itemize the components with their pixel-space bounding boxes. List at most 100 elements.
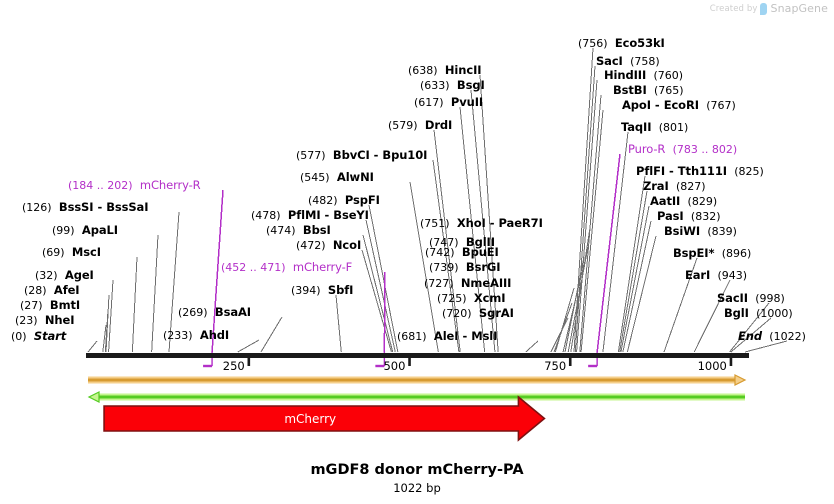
site-label-hindiii[interactable]: HindIII (760) bbox=[604, 69, 683, 83]
site-label-pspfi[interactable]: (482) PspFI bbox=[308, 194, 380, 208]
site-label-ncoi[interactable]: (472) NcoI bbox=[296, 238, 362, 253]
enzyme-name: BstBI bbox=[613, 83, 647, 97]
enzyme-name: MslI bbox=[471, 329, 498, 343]
site-label-nhei[interactable]: (23) NheI bbox=[15, 313, 75, 328]
enzyme-name: DrdI bbox=[424, 118, 453, 132]
enzyme-name: SgrAI bbox=[478, 306, 514, 320]
enzyme-name: BsaAI bbox=[214, 305, 251, 319]
site-label-bsiwi[interactable]: BsiWI (839) bbox=[664, 224, 737, 239]
enzyme-name: PflFI bbox=[636, 164, 666, 178]
site-label-bgli[interactable]: BglI (1000) bbox=[724, 307, 793, 321]
site-label-nmeaiii[interactable]: (727) NmeAIII bbox=[424, 277, 511, 291]
site-label-bbvci-bpu10i[interactable]: (577) BbvCI - Bpu10I bbox=[296, 148, 427, 163]
site-position: (28) bbox=[24, 284, 47, 297]
site-position: (394) bbox=[291, 284, 321, 297]
site-label-pflfi-tth111i[interactable]: PflFI - Tth111I (825) bbox=[636, 164, 764, 179]
site-position: (681) bbox=[397, 330, 427, 343]
site-position: (184 .. 202) bbox=[68, 179, 133, 192]
site-label-apoi-ecori[interactable]: ApoI - EcoRI (767) bbox=[622, 99, 736, 113]
site-label-bspei[interactable]: BspEI* (896) bbox=[673, 247, 751, 261]
enzyme-name: NheI bbox=[44, 313, 75, 327]
enzyme-name: BpuEI bbox=[461, 245, 499, 259]
name-separator: - bbox=[369, 148, 383, 162]
site-position: (0) bbox=[11, 330, 27, 343]
enzyme-name: AlwNI bbox=[336, 170, 374, 184]
site-position: (739) bbox=[429, 261, 459, 274]
enzyme-name: NcoI bbox=[332, 238, 362, 252]
site-label-xcmi[interactable]: (725) XcmI bbox=[437, 291, 506, 306]
site-label-bstbi[interactable]: BstBI (765) bbox=[613, 83, 684, 98]
site-label-mcherry-f[interactable]: (452 .. 471) mCherry-F bbox=[221, 260, 353, 275]
axis-tick-1000: 1000 bbox=[697, 359, 727, 373]
site-label-bsgi[interactable]: (633) BsgI bbox=[420, 78, 485, 93]
snapgene-watermark: Created by SnapGene bbox=[710, 2, 828, 15]
enzyme-name: SacII bbox=[717, 291, 748, 305]
site-position: (579) bbox=[388, 119, 418, 132]
site-label-eari[interactable]: EarI (943) bbox=[685, 268, 748, 283]
site-label-apali[interactable]: (99) ApaLI bbox=[52, 224, 118, 238]
enzyme-name: ZraI bbox=[643, 179, 669, 193]
site-label-bmti[interactable]: (27) BmtI bbox=[20, 299, 80, 313]
watermark-brand: SnapGene bbox=[770, 2, 828, 15]
site-label-bsssi-bsssai[interactable]: (126) BssSI - BssSaI bbox=[22, 200, 149, 215]
enzyme-name: AfeI bbox=[53, 283, 80, 297]
enzyme-name: XcmI bbox=[473, 291, 506, 305]
site-position: (756) bbox=[578, 37, 608, 50]
site-label-bpuei[interactable]: (742) BpuEI bbox=[425, 245, 499, 260]
site-position: (1000) bbox=[756, 307, 793, 320]
site-label-sgrai[interactable]: (720) SgrAI bbox=[442, 306, 514, 321]
site-label-start[interactable]: (0) Start bbox=[11, 330, 66, 344]
site-label-taqii[interactable]: TaqII (801) bbox=[621, 120, 688, 135]
site-label-mcherry-r[interactable]: (184 .. 202) mCherry-R bbox=[68, 178, 201, 193]
site-label-ahdi[interactable]: (233) AhdI bbox=[163, 329, 229, 343]
site-label-sacii[interactable]: SacII (998) bbox=[717, 291, 785, 306]
site-label-afei[interactable]: (28) AfeI bbox=[24, 283, 80, 298]
enzyme-name: BbsI bbox=[302, 223, 331, 237]
site-label-bsrgi[interactable]: (739) BsrGI bbox=[429, 261, 501, 275]
site-position: (99) bbox=[52, 224, 75, 237]
site-label-agei[interactable]: (32) AgeI bbox=[35, 269, 94, 283]
site-label-bbsi[interactable]: (474) BbsI bbox=[266, 223, 331, 238]
site-label-zrai[interactable]: ZraI (827) bbox=[643, 179, 706, 194]
site-label-drdi[interactable]: (579) DrdI bbox=[388, 118, 453, 133]
watermark-created-by: Created by bbox=[709, 3, 758, 14]
enzyme-name: XhoI bbox=[456, 216, 486, 230]
site-label-bglii[interactable]: (747) BglII bbox=[429, 236, 495, 250]
site-position: (577) bbox=[296, 149, 326, 162]
site-position: (943) bbox=[717, 269, 748, 282]
site-label-saci[interactable]: SacI (758) bbox=[596, 55, 660, 69]
enzyme-name: BsgI bbox=[456, 78, 485, 92]
axis-tick-250: 250 bbox=[222, 359, 245, 373]
axis-tick-500: 500 bbox=[383, 359, 406, 373]
enzyme-name: BsiWI bbox=[664, 224, 701, 238]
enzyme-name: SbfI bbox=[327, 283, 354, 297]
enzyme-name: PaeR7I bbox=[498, 216, 543, 230]
site-label-pflmi-bseyi[interactable]: (478) PflMI - BseYI bbox=[251, 209, 369, 223]
enzyme-name: mCherry-R bbox=[139, 178, 201, 192]
site-label-bsaai[interactable]: (269) BsaAI bbox=[178, 305, 251, 320]
site-label-end[interactable]: End (1022) bbox=[738, 330, 806, 344]
site-position: (545) bbox=[300, 171, 330, 184]
site-label-hincii[interactable]: (638) HincII bbox=[408, 64, 482, 78]
enzyme-name: mCherry-F bbox=[292, 260, 353, 274]
site-label-puro-r[interactable]: Puro-R (783 .. 802) bbox=[628, 142, 737, 157]
enzyme-name: BssSI bbox=[58, 200, 94, 214]
site-position: (1022) bbox=[769, 330, 806, 343]
site-label-aatii[interactable]: AatII (829) bbox=[650, 195, 717, 209]
site-position: (765) bbox=[653, 84, 684, 97]
site-position: (32) bbox=[35, 269, 58, 282]
enzyme-name: TaqII bbox=[621, 120, 652, 134]
enzyme-name: EarI bbox=[685, 268, 711, 282]
site-label-eco53ki[interactable]: (756) Eco53kI bbox=[578, 37, 665, 51]
site-label-xhoi-paer7i[interactable]: (751) XhoI - PaeR7I bbox=[420, 216, 543, 231]
snapgene-logo-icon bbox=[760, 2, 768, 15]
site-position: (998) bbox=[755, 292, 785, 305]
site-label-msci[interactable]: (69) MscI bbox=[42, 246, 101, 260]
site-label-pvuii[interactable]: (617) PvuII bbox=[414, 96, 483, 110]
site-position: (742) bbox=[425, 246, 455, 259]
site-label-alei-msli[interactable]: (681) AleI - MslI bbox=[397, 329, 498, 344]
site-label-sbfi[interactable]: (394) SbfI bbox=[291, 283, 354, 298]
site-label-alwni[interactable]: (545) AlwNI bbox=[300, 170, 374, 185]
site-label-pasi[interactable]: PasI (832) bbox=[657, 210, 721, 224]
enzyme-name: Puro-R bbox=[628, 142, 666, 156]
